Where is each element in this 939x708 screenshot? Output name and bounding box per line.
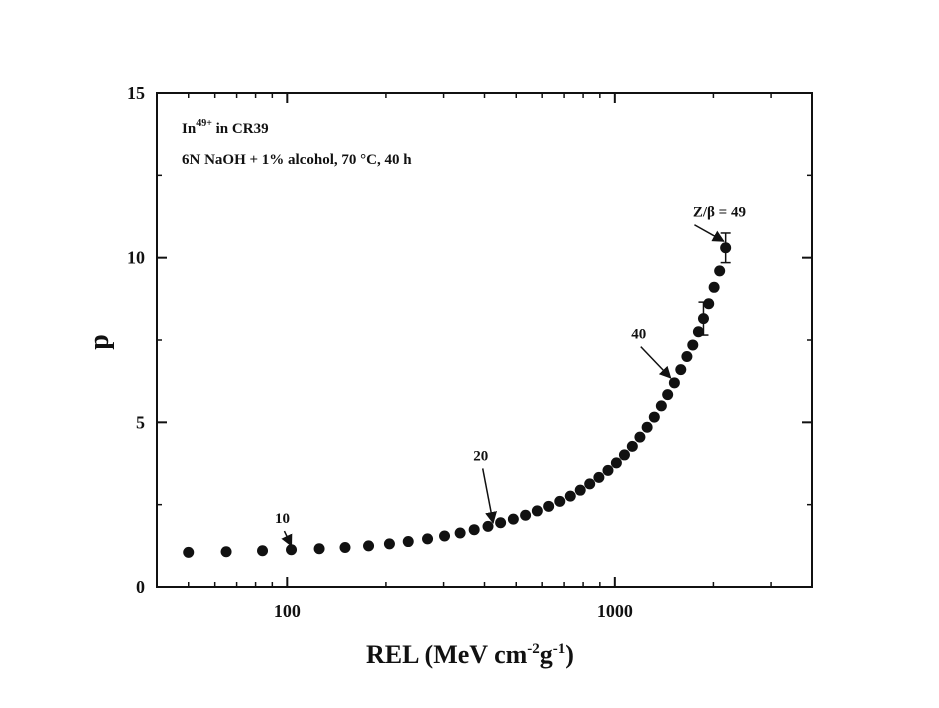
- data-point: [422, 533, 434, 545]
- axis-ticks: [156, 92, 813, 588]
- data-point: [692, 326, 704, 338]
- z10-label: 10: [275, 511, 290, 527]
- data-point: [507, 513, 519, 525]
- annotation-arrow: [281, 530, 293, 547]
- y-tick-label: 5: [136, 412, 145, 432]
- z20-label: 20: [473, 448, 488, 464]
- data-point: [655, 400, 667, 412]
- data-point: [363, 540, 375, 552]
- axis-tick-labels: 100 1000 0 5 10 15: [127, 83, 633, 621]
- z49-label: Z/β = 49: [693, 205, 746, 221]
- data-point: [257, 545, 269, 557]
- annotation-arrows: [281, 224, 725, 547]
- ion-label: In49+ in CR39: [182, 118, 269, 137]
- data-point: [708, 281, 720, 293]
- data-point: [339, 541, 351, 553]
- data-point: [468, 524, 480, 536]
- data-point: [662, 389, 674, 401]
- data-point: [648, 411, 660, 423]
- data-point: [439, 530, 451, 542]
- data-points: [183, 242, 732, 558]
- data-point: [618, 449, 630, 461]
- annotation-arrow: [694, 224, 725, 242]
- y-tick-label: 15: [127, 83, 145, 103]
- data-point: [687, 339, 699, 351]
- data-point: [454, 527, 466, 539]
- data-point: [313, 543, 325, 555]
- data-point: [383, 538, 395, 550]
- data-point: [675, 364, 687, 376]
- data-point: [681, 350, 693, 362]
- data-point: [402, 536, 414, 548]
- data-point: [584, 478, 596, 490]
- y-axis-title: p: [84, 334, 115, 350]
- x-tick-label: 100: [274, 601, 301, 621]
- data-point: [183, 546, 195, 558]
- data-point: [634, 431, 646, 443]
- data-point: [720, 242, 732, 254]
- data-point: [626, 440, 638, 452]
- data-point: [574, 484, 586, 496]
- etch-condition-label: 6N NaOH + 1% alcohol, 70 °C, 40 h: [182, 152, 412, 168]
- data-point: [703, 298, 715, 310]
- data-point: [495, 517, 507, 529]
- data-point: [543, 500, 555, 512]
- data-point: [697, 313, 709, 325]
- data-point: [482, 520, 494, 532]
- data-point: [520, 509, 532, 521]
- x-tick-label: 1000: [597, 601, 633, 621]
- data-point: [668, 377, 680, 389]
- data-point: [220, 546, 232, 558]
- data-point: [554, 495, 566, 507]
- data-point: [602, 464, 614, 476]
- y-tick-label: 0: [136, 577, 145, 597]
- annotation-arrow: [640, 346, 672, 379]
- y-tick-label: 10: [127, 248, 145, 268]
- data-point: [531, 505, 543, 517]
- z40-label: 40: [631, 327, 646, 343]
- data-point: [564, 490, 576, 502]
- x-axis-title: REL (MeV cm-2g-1): [366, 640, 574, 669]
- data-point: [610, 457, 622, 469]
- data-point: [714, 265, 726, 277]
- data-point: [286, 544, 298, 556]
- data-point: [593, 471, 605, 483]
- data-point: [641, 421, 653, 433]
- annotation-arrow: [481, 468, 497, 524]
